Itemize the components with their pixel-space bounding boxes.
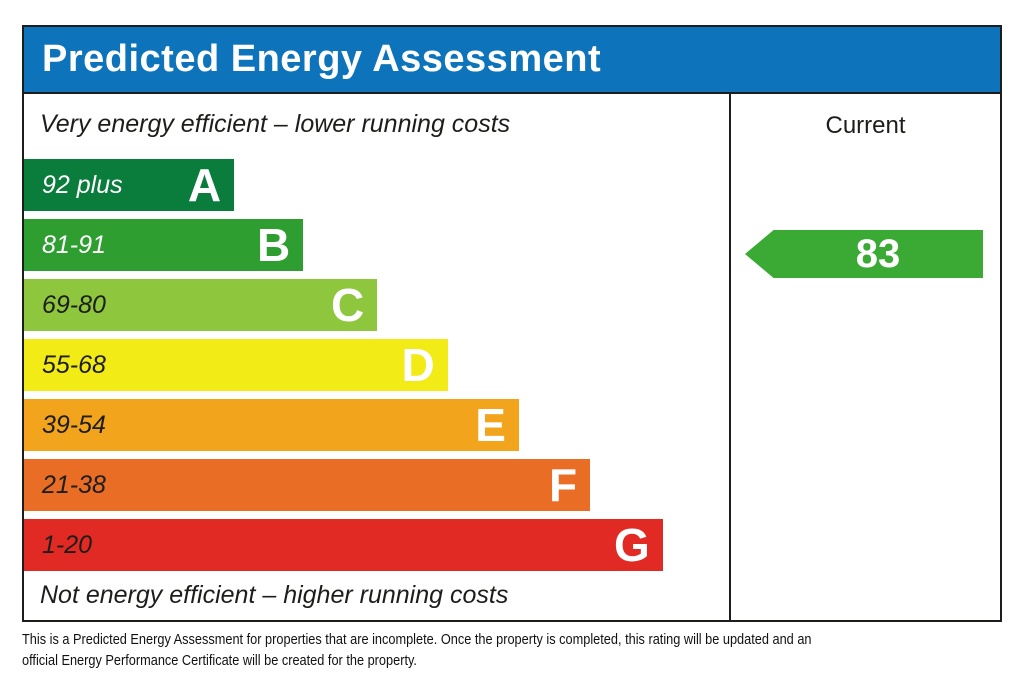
band-range-label: 55-68 xyxy=(42,350,106,379)
top-note: Very energy efficient – lower running co… xyxy=(40,110,511,138)
epc-body: Very energy efficient – lower running co… xyxy=(24,94,1000,620)
band-bar-e: 39-54 E xyxy=(24,399,519,451)
band-range-label: 92 plus xyxy=(42,170,123,199)
band-letter: F xyxy=(549,459,578,511)
band-letter: E xyxy=(475,399,506,451)
band-range-label: 39-54 xyxy=(42,410,106,439)
rating-bars: 92 plus A 81-91 B 69-80 C 55-68 D xyxy=(24,159,729,579)
band-bar-f: 21-38 F xyxy=(24,459,591,511)
band-letter: G xyxy=(613,519,650,571)
current-column-header: Current xyxy=(825,112,906,139)
band-range-label: 1-20 xyxy=(42,530,93,559)
footer-line-1: This is a Predicted Energy Assessment fo… xyxy=(22,631,812,648)
band-bar-a: 92 plus A xyxy=(24,159,235,211)
band-bar-c: 69-80 C xyxy=(24,279,378,331)
band-letter: A xyxy=(187,159,222,211)
band-bar-b: 81-91 B xyxy=(24,219,304,271)
band-letter: B xyxy=(256,219,291,271)
band-range-label: 81-91 xyxy=(42,230,106,259)
current-rating-arrow: 83 xyxy=(745,230,983,278)
rating-chart-area: Very energy efficient – lower running co… xyxy=(24,94,731,620)
band-range-label: 69-80 xyxy=(42,290,106,319)
band-bar-g: 1-20 G xyxy=(24,519,663,571)
footer-disclaimer: This is a Predicted Energy Assessment fo… xyxy=(22,629,864,671)
epc-chart-box: Predicted Energy Assessment Very energy … xyxy=(22,25,1002,622)
band-range-label: 21-38 xyxy=(42,470,106,499)
band-bar-d: 55-68 D xyxy=(24,339,448,391)
current-rating-value: 83 xyxy=(855,231,901,276)
current-rating-column: Current 83 xyxy=(731,94,1000,620)
bottom-note: Not energy efficient – higher running co… xyxy=(40,581,509,609)
header-bar: Predicted Energy Assessment xyxy=(24,27,1000,94)
band-letter: C xyxy=(330,279,365,331)
footer-line-2: official Energy Performance Certificate … xyxy=(22,652,417,669)
page-title: Predicted Energy Assessment xyxy=(42,38,602,80)
band-letter: D xyxy=(401,339,435,391)
